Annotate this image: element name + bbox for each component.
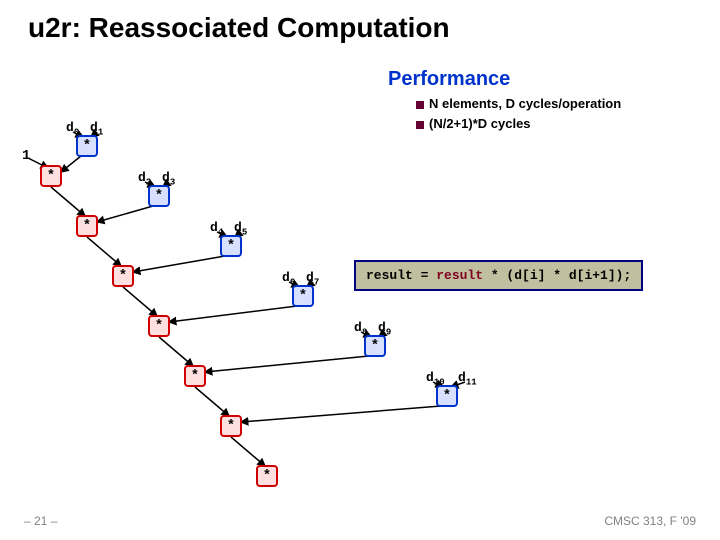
bullet-square-icon — [416, 101, 424, 109]
bullet-1-text: N elements, D cycles/operation — [429, 96, 621, 111]
d-label: d9 — [378, 320, 391, 338]
d-label: d6 — [282, 270, 295, 288]
d-label: d7 — [306, 270, 319, 288]
d-label: d11 — [458, 370, 477, 388]
left-op-box: * — [40, 165, 62, 187]
performance-heading: Performance — [388, 68, 510, 91]
code-kw: result — [436, 268, 483, 283]
d-label: d5 — [234, 220, 247, 238]
code-lhs: result = — [366, 268, 436, 283]
left-op-box: * — [220, 415, 242, 437]
code-rhs: * (d[i] * d[i+1]); — [483, 268, 631, 283]
left-op-box: * — [256, 465, 278, 487]
d-label: d0 — [66, 120, 79, 138]
right-op-box: * — [220, 235, 242, 257]
d-label: d2 — [138, 170, 151, 188]
right-op-box: * — [364, 335, 386, 357]
d-label: d3 — [162, 170, 175, 188]
right-op-box: * — [436, 385, 458, 407]
left-op-box: * — [184, 365, 206, 387]
constant-one: 1 — [22, 148, 30, 164]
right-op-box: * — [292, 285, 314, 307]
code-snippet: result = result * (d[i] * d[i+1]); — [354, 260, 643, 291]
slide-number: – 21 – — [24, 514, 57, 528]
d-label: d4 — [210, 220, 223, 238]
left-op-box: * — [112, 265, 134, 287]
course-tag: CMSC 313, F '09 — [604, 514, 696, 528]
right-op-box: * — [148, 185, 170, 207]
computation-tree-diagram: * * * * * * * * * * * * * 1 d0 d1 d2 d3 d4 d5 d6 d7 d8 d9 d10 d11 — [10, 120, 710, 520]
bullet-1: N elements, D cycles/operation — [416, 96, 621, 111]
right-op-box: * — [76, 135, 98, 157]
d-label: d8 — [354, 320, 367, 338]
d-label: d1 — [90, 120, 103, 138]
left-op-box: * — [148, 315, 170, 337]
page-title: u2r: Reassociated Computation — [28, 12, 450, 44]
d-label: d10 — [426, 370, 445, 388]
left-op-box: * — [76, 215, 98, 237]
